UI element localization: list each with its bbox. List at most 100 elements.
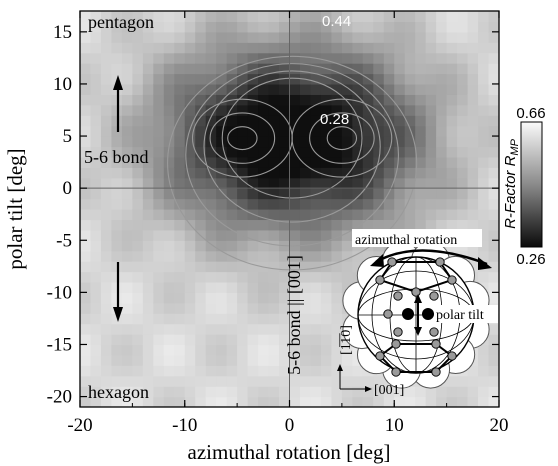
y-tick-label: -10 <box>47 282 72 303</box>
heatmap-cell <box>279 229 291 241</box>
heatmap-cell <box>163 136 175 148</box>
heatmap-cell <box>163 344 175 356</box>
heatmap-cell <box>289 375 301 387</box>
heatmap-cell <box>279 281 291 293</box>
heatmap-cell <box>121 292 133 304</box>
heatmap-cell <box>216 229 228 241</box>
heatmap-cell <box>216 323 228 335</box>
heatmap-cell <box>279 125 291 137</box>
heatmap-cell <box>174 229 186 241</box>
heatmap-cell <box>289 229 301 241</box>
heatmap-cell <box>100 31 113 43</box>
heatmap-cell <box>488 156 499 168</box>
heatmap-cell <box>478 104 490 116</box>
heatmap-cell <box>331 219 343 231</box>
heatmap-cell <box>394 198 406 210</box>
heatmap-cell <box>226 250 238 262</box>
heatmap-cell <box>446 73 458 85</box>
heatmap-cell <box>216 156 228 168</box>
heatmap-cell <box>142 52 154 64</box>
heatmap-cell <box>383 63 395 75</box>
heatmap-cell <box>80 115 92 127</box>
heatmap-cell <box>205 313 217 325</box>
heatmap-cell <box>289 281 301 293</box>
heatmap-cell <box>100 104 113 116</box>
heatmap-cell <box>132 281 144 293</box>
heatmap-cell <box>310 396 322 407</box>
heatmap-cell <box>90 354 102 366</box>
heatmap-cell <box>247 261 259 273</box>
heatmap-cell <box>279 396 291 407</box>
heatmap-cell <box>310 198 322 210</box>
heatmap-cell <box>331 52 343 64</box>
heatmap-cell <box>121 188 133 200</box>
carbon-atom <box>447 275 457 285</box>
heatmap-cell <box>111 42 123 54</box>
heatmap-cell <box>446 94 458 106</box>
heatmap-cell <box>373 198 385 210</box>
heatmap-cell <box>195 386 207 398</box>
heatmap-cell <box>258 313 270 325</box>
heatmap-cell <box>100 229 113 241</box>
heatmap-cell <box>247 240 259 252</box>
polar-arrow-head-up <box>414 294 422 303</box>
heatmap-cell <box>216 209 228 221</box>
heatmap-cell <box>415 42 427 54</box>
heatmap-cell <box>404 386 416 398</box>
heatmap-cell <box>289 31 301 43</box>
heatmap-cell <box>436 188 448 200</box>
heatmap-cell <box>394 209 406 221</box>
heatmap-cell <box>205 386 217 398</box>
heatmap-cell <box>121 115 133 127</box>
heatmap-cell <box>163 11 175 23</box>
heatmap-cell <box>310 31 322 43</box>
heatmap-cell <box>142 188 154 200</box>
heatmap-cell <box>163 94 175 106</box>
axis-arrow-x-head <box>365 386 372 392</box>
heatmap-cell <box>352 136 364 148</box>
heatmap-cell <box>457 188 469 200</box>
contour-label-outer: 0.44 <box>322 13 351 30</box>
heatmap-cell <box>205 261 217 273</box>
heatmap-cell <box>90 21 102 33</box>
heatmap-cell <box>111 365 123 377</box>
heatmap-cell <box>216 73 228 85</box>
heatmap-cell <box>488 125 499 137</box>
heatmap-cell <box>247 104 259 116</box>
heatmap-cell <box>373 42 385 54</box>
heatmap-cell <box>488 344 499 356</box>
heatmap-cell <box>289 271 301 283</box>
heatmap-cell <box>80 240 92 252</box>
heatmap-cell <box>425 11 437 23</box>
colorbar-min-label: 0.26 <box>516 251 545 268</box>
heatmap-cell <box>488 209 499 221</box>
heatmap-cell <box>352 73 364 85</box>
heatmap-cell <box>362 52 374 64</box>
heatmap-cell <box>153 323 165 335</box>
heatmap-cell <box>258 31 270 43</box>
heatmap-cell <box>195 73 207 85</box>
heatmap-cell <box>163 21 175 33</box>
heatmap-cell <box>258 386 270 398</box>
heatmap-cell <box>121 209 133 221</box>
heatmap-cell <box>446 375 458 387</box>
heatmap-cell <box>467 125 479 137</box>
heatmap-cell <box>373 209 385 221</box>
heatmap-cell <box>237 261 249 273</box>
heatmap-cell <box>163 188 175 200</box>
heatmap-cell <box>268 83 280 95</box>
heatmap-cell <box>184 104 196 116</box>
heatmap-cell <box>142 209 154 221</box>
heatmap-cell <box>80 344 92 356</box>
heatmap-cell <box>467 219 479 231</box>
heatmap-cell <box>153 167 165 179</box>
y-tick-label: -5 <box>56 230 72 251</box>
heatmap-cell <box>279 261 291 273</box>
heatmap-cell <box>205 292 217 304</box>
heatmap-cell <box>132 11 144 23</box>
heatmap-cell <box>362 104 374 116</box>
heatmap-cell <box>383 136 395 148</box>
heatmap-cell <box>310 83 322 95</box>
heatmap-cell <box>216 136 228 148</box>
heatmap-cell <box>153 42 165 54</box>
